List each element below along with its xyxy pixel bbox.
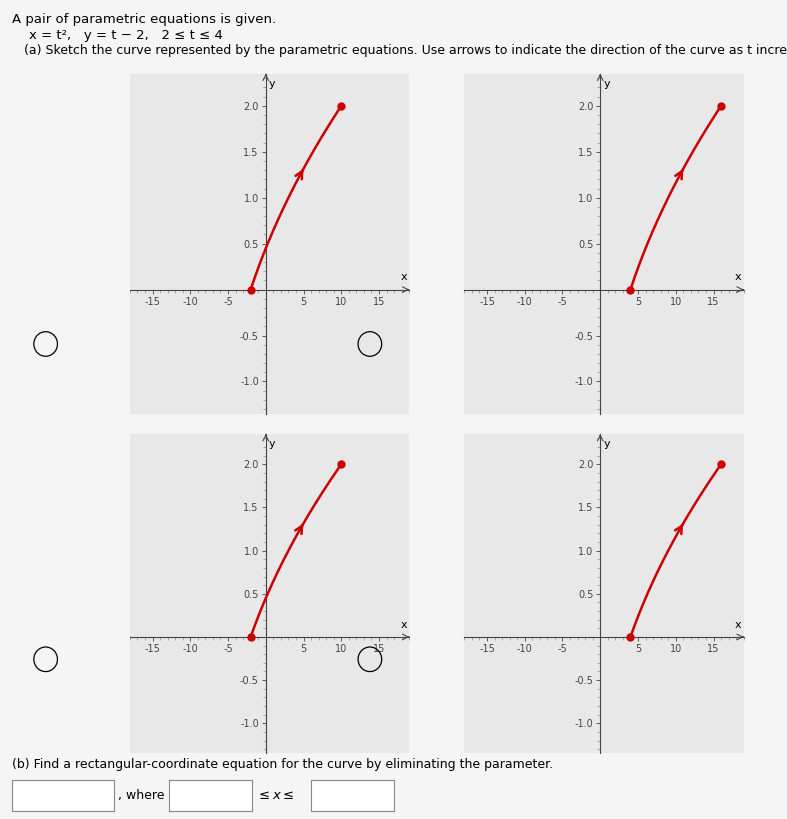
- Text: y: y: [604, 439, 610, 450]
- Text: x = t²,   y = t − 2,   2 ≤ t ≤ 4: x = t², y = t − 2, 2 ≤ t ≤ 4: [12, 29, 223, 42]
- Text: y: y: [604, 79, 610, 89]
- Text: x: x: [735, 620, 741, 630]
- Text: (b) Find a rectangular-coordinate equation for the curve by eliminating the para: (b) Find a rectangular-coordinate equati…: [12, 758, 553, 771]
- Text: A pair of parametric equations is given.: A pair of parametric equations is given.: [12, 13, 276, 26]
- Text: x: x: [735, 272, 741, 283]
- Text: x: x: [401, 620, 407, 630]
- Text: x: x: [401, 272, 407, 283]
- Text: y: y: [269, 79, 275, 89]
- Text: y: y: [269, 439, 275, 450]
- Text: $\leq x \leq$: $\leq x \leq$: [256, 789, 294, 802]
- Text: , where: , where: [118, 789, 164, 802]
- Text: (a) Sketch the curve represented by the parametric equations. Use arrows to indi: (a) Sketch the curve represented by the …: [12, 44, 787, 57]
